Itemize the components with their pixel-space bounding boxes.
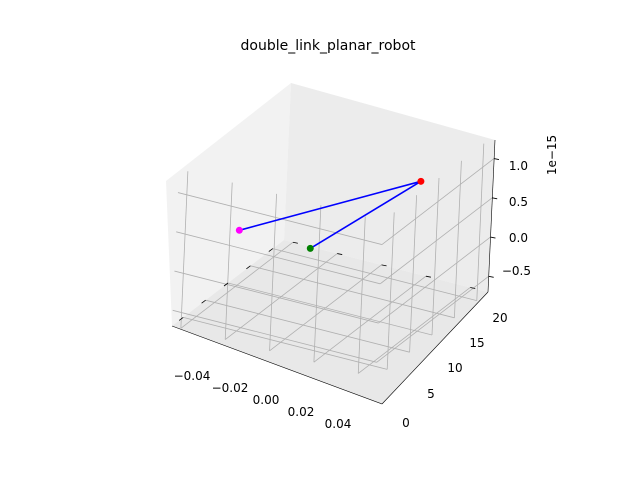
back-pane-yz <box>166 83 291 326</box>
z-offset-label: 1e−15 <box>545 135 559 175</box>
z-axis-tick-labels: −0.5 0.0 0.5 1.0 <box>502 159 531 278</box>
x-grid-back <box>454 160 462 318</box>
axis-ticks <box>178 158 500 321</box>
x-grid-floor <box>183 317 388 370</box>
z-tick-mark <box>493 158 500 160</box>
z-tick-label: 0.0 <box>509 231 528 245</box>
x-tick-label: −0.04 <box>174 369 211 383</box>
x-tick-label: 0.02 <box>288 405 315 419</box>
z-grid-back <box>381 158 495 245</box>
z-grid-side <box>172 309 377 363</box>
y-tick-label: 10 <box>447 361 462 375</box>
robot-link <box>239 180 422 232</box>
x-grid-floor <box>272 248 477 301</box>
y-tick-mark <box>470 287 476 289</box>
z-tick-mark <box>490 236 496 239</box>
joint-point-end-effector <box>306 244 314 252</box>
joint-point-elbow <box>417 177 425 185</box>
x-tick-label: 0.04 <box>325 417 352 431</box>
y-tick-label: 15 <box>469 336 484 350</box>
z-tick-label: 0.5 <box>509 195 528 209</box>
x-tick-mark <box>223 282 229 287</box>
y-grid-side <box>313 205 322 363</box>
x-grid-back <box>476 143 485 301</box>
z-tick-mark <box>492 197 498 200</box>
z-grid-side <box>174 270 379 324</box>
y-tick-label: 20 <box>492 311 507 325</box>
y-tick-mark <box>425 275 431 278</box>
x-tick-mark <box>201 299 206 304</box>
y-grid-floor <box>358 287 471 374</box>
y-grid-side <box>357 216 366 374</box>
y-tick-label: 5 <box>427 387 435 401</box>
x-tick-mark <box>246 265 251 270</box>
x-tick-mark <box>268 248 274 252</box>
z-tick-mark <box>488 275 494 278</box>
floor-pane <box>172 240 488 404</box>
y-grid-side <box>180 171 189 329</box>
y-tick-mark <box>337 253 343 255</box>
x-grid-floor <box>205 299 410 353</box>
x-grid-floor <box>227 282 433 336</box>
x-tick-label: −0.02 <box>212 381 249 395</box>
y-tick-mark <box>381 264 387 267</box>
pane-edges <box>171 139 496 405</box>
x-grid-floor <box>250 265 455 319</box>
x-grid-back <box>386 212 395 370</box>
x-tick-mark <box>178 317 184 321</box>
z-grid-side <box>176 231 381 285</box>
x-tick-label: 0.00 <box>253 393 280 407</box>
z-grid-back <box>379 197 493 285</box>
joint-point-base <box>235 226 243 234</box>
y-tick-label: 0 <box>402 416 410 430</box>
x-grid-back <box>409 195 417 353</box>
back-pane-xz <box>284 83 495 292</box>
robot-link <box>309 180 422 250</box>
y-grid-floor <box>313 275 427 363</box>
z-tick-label: −0.5 <box>502 264 531 278</box>
z-tick-label: 1.0 <box>509 159 528 173</box>
y-tick-mark <box>292 241 298 244</box>
x-grid-back <box>431 177 440 336</box>
x-axis-tick-labels: −0.04 −0.02 0.00 0.02 0.04 <box>174 369 352 431</box>
y-grid-side <box>224 182 233 340</box>
chart-title: double_link_planar_robot <box>241 38 417 54</box>
z-grid-back <box>376 275 489 363</box>
y-axis-tick-labels: 0 5 10 15 20 <box>402 311 507 430</box>
robot-plot <box>235 177 425 252</box>
z-grid-back <box>378 236 491 324</box>
